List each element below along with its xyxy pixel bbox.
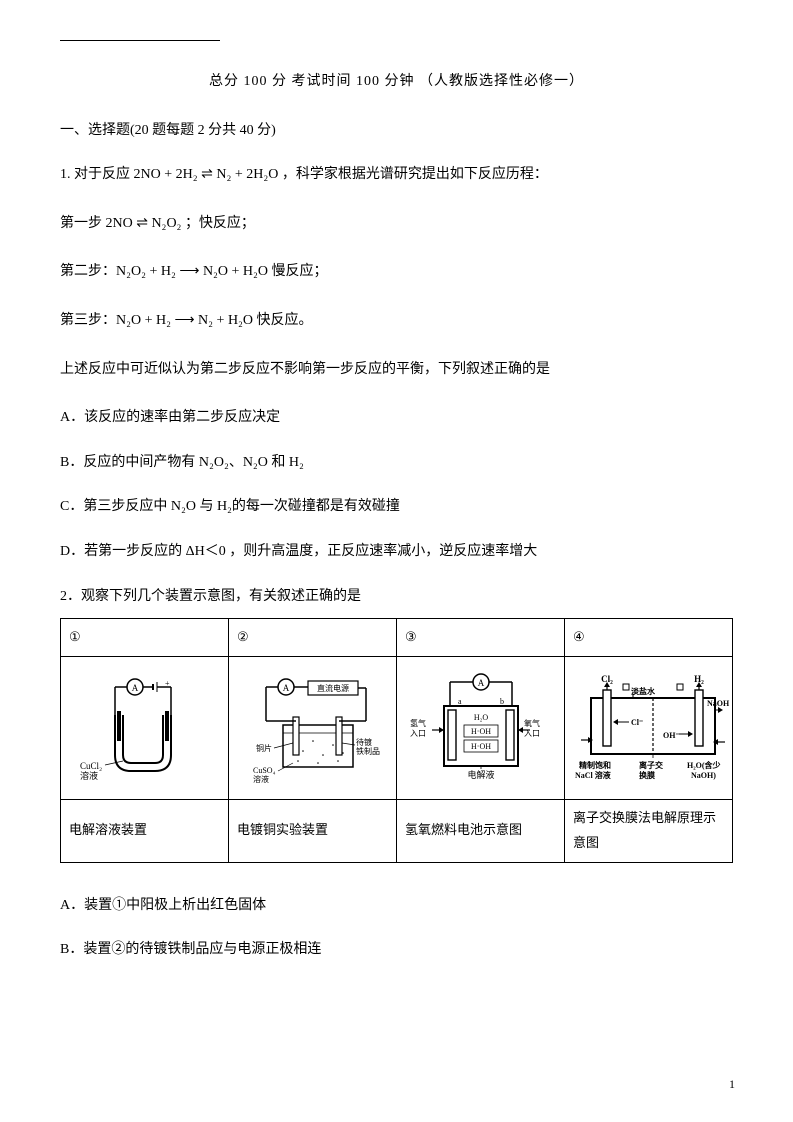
q1-step1: 第一步 2NO ⇌ N₂O₂ ；快反应；: [60, 211, 733, 238]
svg2-sol: CuSO₄: [253, 766, 276, 775]
device-3-diagram: A a b H₂O H·OH H·OH 氢气: [397, 656, 565, 799]
svg2-item: 待镀: [356, 737, 372, 747]
device-table: ① ② ③ ④ A +: [60, 618, 733, 863]
svg3-o2in: 氧气: [524, 718, 540, 728]
col-1-label: 电解溶液装置: [61, 799, 229, 862]
q1-step2: 第二步：N₂O₂ + H₂ ⟶ N₂O + H₂O 慢反应；: [60, 259, 733, 286]
col-2-label: 电镀铜实验装置: [229, 799, 397, 862]
section-1-heading: 一、选择题(20 题每题 2 分共 40 分): [60, 118, 733, 145]
svg4-satnacl2: NaCl 溶液: [575, 770, 611, 780]
svg4-satnacl: 精制饱和: [579, 760, 611, 770]
q2-option-a: A．装置①中阳极上析出红色固体: [60, 893, 733, 920]
q1-note: 上述反应中可近似认为第二步反应不影响第一步反应的平衡，下列叙述正确的是: [60, 357, 733, 384]
svg4-naoh: NaOH: [707, 699, 730, 708]
q1-option-a: A．该反应的速率由第二步反应决定: [60, 405, 733, 432]
exam-header: 总分 100 分 考试时间 100 分钟 （人教版选择性必修一）: [60, 69, 733, 96]
q1-step3-pre: 第三步：: [60, 313, 116, 328]
q1-stem-post: ，科学家根据光谱研究提出如下反应历程：: [278, 167, 548, 182]
q1-stem-eq: 2NO + 2H₂ ⇌ N₂ + 2H₂O: [134, 167, 279, 182]
q1-step3: 第三步：N₂O + H₂ ⟶ N₂ + H₂O 快反应。: [60, 308, 733, 335]
col-2-header: ②: [229, 619, 397, 657]
device-4-diagram: Cl₂ H₂ 淡盐水 NaOH Cl⁻ OH⁻ 精制: [565, 656, 733, 799]
q1-stem: 1. 对于反应 2NO + 2H₂ ⇌ N₂ + 2H₂O ，科学家根据光谱研究…: [60, 162, 733, 189]
col-3-header: ③: [397, 619, 565, 657]
svg3-h2in2: 入口: [410, 729, 426, 738]
svg4-membrane2: 换膜: [639, 770, 655, 780]
svg3-hoh-2: H·OH: [471, 742, 491, 751]
svg3-h2o: H₂O: [473, 713, 488, 722]
svg1-battery-label: A: [131, 683, 138, 693]
svg4-h2o2: NaOH): [691, 771, 716, 780]
col-3-label: 氢氧燃料电池示意图: [397, 799, 565, 862]
svg4-clion: Cl⁻: [631, 718, 643, 727]
device-1-diagram: A + CuCl₂ 溶液: [61, 656, 229, 799]
q1-step3-post: 快反应。: [253, 313, 313, 328]
col-1-header: ①: [61, 619, 229, 657]
svg3-elec: 电解液: [467, 769, 494, 780]
svg3-hoh: H·OH: [471, 727, 491, 736]
svg2-item2: 铁制品: [356, 746, 380, 756]
q1-step2-eq: N₂O₂ + H₂ ⟶ N₂O + H₂O: [116, 264, 268, 279]
svg2-cu: 铜片: [256, 743, 272, 753]
svg1-sol: CuCl₂: [80, 761, 102, 771]
q1-step1-post: ；快反应；: [181, 216, 255, 231]
svg3-ammeter: A: [477, 678, 484, 688]
svg1-sol2: 溶液: [80, 770, 98, 781]
col-4-label: 离子交换膜法电解原理示意图: [565, 799, 733, 862]
svg3-h2in: 氢气: [410, 718, 426, 728]
q1-step1-pre: 第一步: [60, 216, 106, 231]
q1-step1-eq: 2NO ⇌ N₂O₂: [106, 216, 182, 231]
svg4-membrane: 离子交: [639, 760, 663, 770]
svg3-a: a: [458, 697, 462, 706]
svg4-brine: 淡盐水: [631, 686, 656, 696]
col-4-header: ④: [565, 619, 733, 657]
svg3-b: b: [500, 697, 504, 706]
q1-step2-pre: 第二步：: [60, 264, 116, 279]
svg2-power: 直流电源: [317, 683, 349, 693]
q1-step3-eq: N₂O + H₂ ⟶ N₂ + H₂O: [116, 313, 253, 328]
q1-option-c: C．第三步反应中 N₂O 与 H₂的每一次碰撞都是有效碰撞: [60, 494, 733, 521]
svg2-ammeter: A: [282, 683, 289, 693]
device-2-diagram: A 直流电源: [229, 656, 397, 799]
svg2-sol2: 溶液: [253, 774, 269, 783]
top-rule: [60, 40, 220, 41]
q2-stem: 2．观察下列几个装置示意图，有关叙述正确的是: [60, 584, 733, 611]
q1-stem-pre: 1. 对于反应: [60, 167, 134, 182]
q1-step2-post: 慢反应；: [268, 264, 328, 279]
svg4-h2o: H₂O(含少: [687, 760, 721, 770]
q2-option-b: B．装置②的待镀铁制品应与电源正极相连: [60, 937, 733, 964]
q1-option-d: D．若第一步反应的 ΔH＜0 ，则升高温度，正反应速率减小，逆反应速率增大: [60, 539, 733, 566]
svg4-ohion: OH⁻: [663, 731, 680, 740]
q1-option-b: B．反应的中间产物有 N₂O₂、N₂O 和 H₂: [60, 450, 733, 477]
page-number: 1: [729, 1073, 735, 1096]
